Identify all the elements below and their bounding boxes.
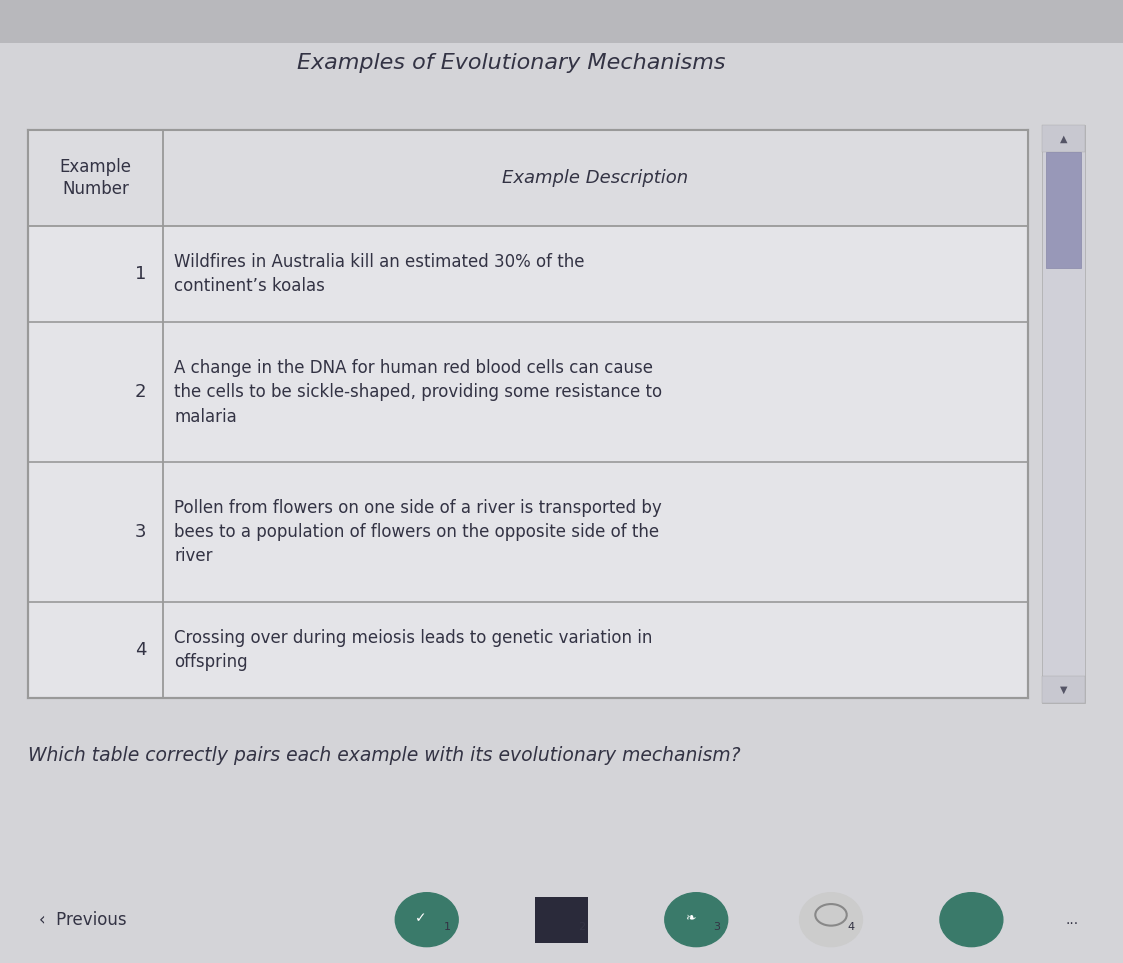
Text: ▲: ▲: [1060, 134, 1067, 143]
FancyBboxPatch shape: [28, 130, 1028, 226]
Text: Crossing over during meiosis leads to genetic variation in
offspring: Crossing over during meiosis leads to ge…: [174, 629, 652, 671]
FancyBboxPatch shape: [535, 897, 588, 943]
Text: Which table correctly pairs each example with its evolutionary mechanism?: Which table correctly pairs each example…: [28, 746, 741, 766]
Circle shape: [940, 893, 1003, 947]
Text: 4: 4: [135, 641, 146, 659]
Text: ❧: ❧: [685, 911, 696, 924]
FancyBboxPatch shape: [1042, 125, 1085, 703]
Text: ...: ...: [1066, 913, 1079, 926]
Text: 1: 1: [135, 265, 146, 283]
Text: 3: 3: [713, 923, 720, 932]
Circle shape: [665, 893, 728, 947]
Text: A change in the DNA for human red blood cells can cause
the cells to be sickle-s: A change in the DNA for human red blood …: [174, 359, 663, 426]
FancyBboxPatch shape: [1042, 125, 1085, 152]
Circle shape: [800, 893, 862, 947]
Text: Pollen from flowers on one side of a river is transported by
bees to a populatio: Pollen from flowers on one side of a riv…: [174, 499, 661, 565]
Text: ▼: ▼: [1060, 685, 1067, 694]
Text: ✓: ✓: [416, 911, 427, 924]
Text: Examples of Evolutionary Mechanisms: Examples of Evolutionary Mechanisms: [296, 53, 725, 72]
Text: 1: 1: [444, 923, 450, 932]
FancyBboxPatch shape: [0, 0, 1123, 43]
Text: 3: 3: [135, 523, 146, 541]
FancyBboxPatch shape: [1042, 676, 1085, 703]
Text: 2: 2: [578, 923, 585, 932]
Text: Example Description: Example Description: [502, 169, 688, 187]
Text: Wildfires in Australia kill an estimated 30% of the
continent’s koalas: Wildfires in Australia kill an estimated…: [174, 253, 585, 296]
Text: 2: 2: [135, 383, 146, 402]
Text: ‹  Previous: ‹ Previous: [39, 911, 127, 928]
Circle shape: [395, 893, 458, 947]
FancyBboxPatch shape: [1046, 152, 1081, 268]
Text: Example
Number: Example Number: [60, 158, 131, 198]
Text: 4: 4: [848, 923, 855, 932]
FancyBboxPatch shape: [28, 130, 1028, 698]
